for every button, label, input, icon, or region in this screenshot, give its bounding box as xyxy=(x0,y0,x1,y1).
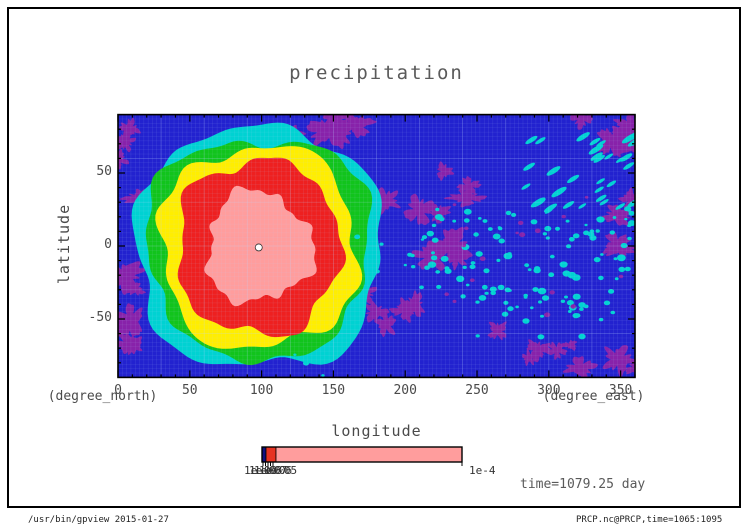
colorbar-left-label: 1e-07 xyxy=(254,464,288,477)
y-tick-label: -50 xyxy=(88,310,112,325)
x-tick-label: 150 xyxy=(321,383,346,398)
x-tick-label: 100 xyxy=(249,383,274,398)
x-tick-label: 350 xyxy=(608,383,633,398)
colorbar-right-label: 1e-4 xyxy=(469,464,496,477)
colorbar-left-label: 1e-08 xyxy=(249,464,283,477)
footer-command-line: /usr/bin/gpview 2015-01-27 xyxy=(28,515,169,525)
x-tick-label: 300 xyxy=(537,383,561,398)
center-marker xyxy=(254,243,263,252)
footer-dataset-info: PRCP.nc@PRCP,time=1065:1095 xyxy=(576,515,723,525)
page-border xyxy=(7,7,741,508)
colorbar-left-label: 1e-06 xyxy=(259,464,293,477)
y-tick-label: 50 xyxy=(96,164,112,179)
x-axis-label: longitude xyxy=(331,422,422,440)
plot-title: precipitation xyxy=(289,62,464,84)
grid-lines xyxy=(118,114,635,378)
contour-map xyxy=(118,114,635,378)
colorbar-graphic xyxy=(261,446,463,466)
time-annotation: time=1079.25 day xyxy=(520,477,646,492)
axis-ticks xyxy=(117,113,636,379)
x-tick-label: 200 xyxy=(393,383,417,398)
y-tick-label: 0 xyxy=(104,237,112,252)
y-axis-unit: (degree_north) xyxy=(47,389,158,404)
x-axis-unit: (degree_east) xyxy=(542,389,645,404)
colorbar-left-label: 1e-09 xyxy=(244,464,278,477)
x-tick-label: 0 xyxy=(114,383,122,398)
x-tick-label: 250 xyxy=(465,383,489,398)
colorbar-left-label: 1e-05 xyxy=(264,464,298,477)
x-tick-label: 50 xyxy=(181,383,198,398)
